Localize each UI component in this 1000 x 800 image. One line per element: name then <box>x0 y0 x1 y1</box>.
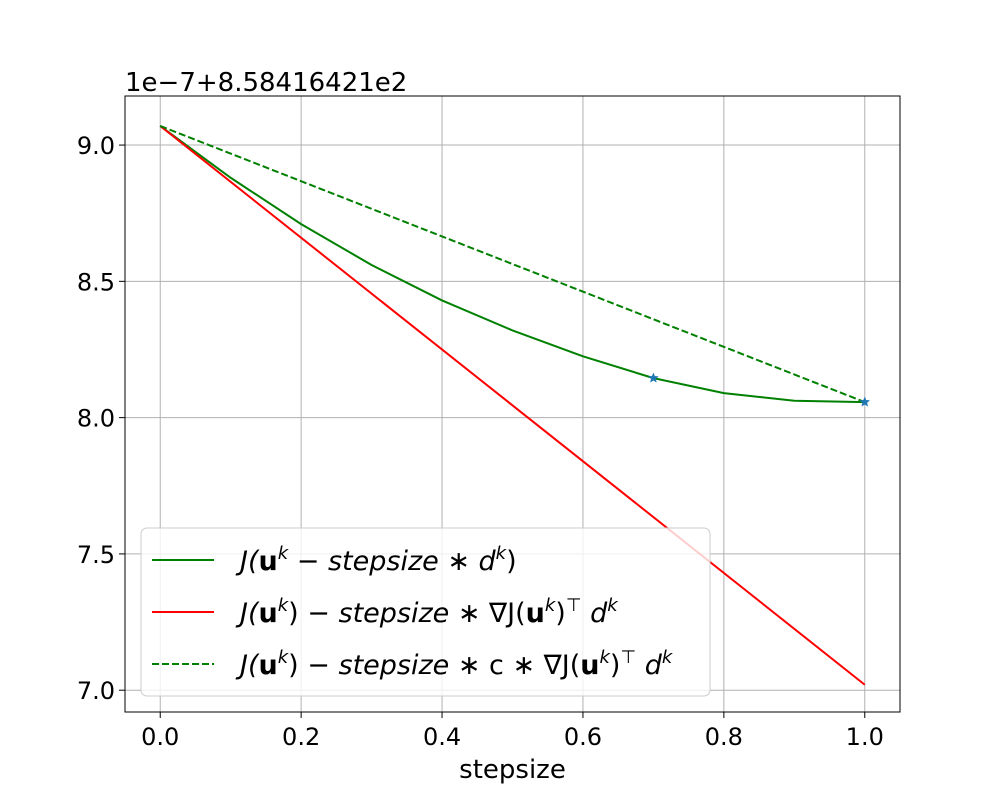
x-axis-label: stepsize <box>459 755 566 785</box>
marker-layer <box>648 372 871 407</box>
series-line-2 <box>159 125 866 686</box>
legend: J(uk − stepsize ∗ dk) J(uk) − stepsize ∗… <box>140 527 711 697</box>
x-tick-label: 0.8 <box>705 723 743 751</box>
legend-frame <box>140 527 711 697</box>
plot-area-frame <box>124 95 901 713</box>
y-tick-label: 8.0 <box>77 405 115 433</box>
y-axis-ticks: 7.0 7.5 8.0 8.5 9.0 <box>77 132 125 705</box>
star-marker-2 <box>859 396 871 407</box>
series-line-1 <box>159 125 865 404</box>
star-marker-1 <box>648 372 659 383</box>
y-tick-label: 7.0 <box>77 677 115 705</box>
x-tick-label: 0.4 <box>423 723 461 751</box>
x-axis-ticks: 0.0 0.2 0.4 0.6 0.8 1.0 <box>141 712 884 751</box>
y-tick-label: 9.0 <box>77 132 115 160</box>
legend-label-3: J(uk) − stepsize ∗ c ∗ ∇J(uk)⊤ dk <box>235 647 674 681</box>
x-tick-label: 0.0 <box>141 723 179 751</box>
series-layer <box>159 125 866 686</box>
x-tick-label: 0.6 <box>564 723 602 751</box>
y-tick-label: 8.5 <box>77 268 115 296</box>
x-tick-label: 0.2 <box>282 723 320 751</box>
y-tick-label: 7.5 <box>77 541 115 569</box>
legend-label-2: J(uk) − stepsize ∗ ∇J(uk)⊤ dk <box>235 595 619 629</box>
series-line-3 <box>159 125 866 404</box>
y-axis-offset-text: 1e−7+8.58416421e2 <box>125 68 407 98</box>
legend-label-1: J(uk − stepsize ∗ dk) <box>235 543 517 577</box>
x-tick-label: 1.0 <box>846 723 884 751</box>
